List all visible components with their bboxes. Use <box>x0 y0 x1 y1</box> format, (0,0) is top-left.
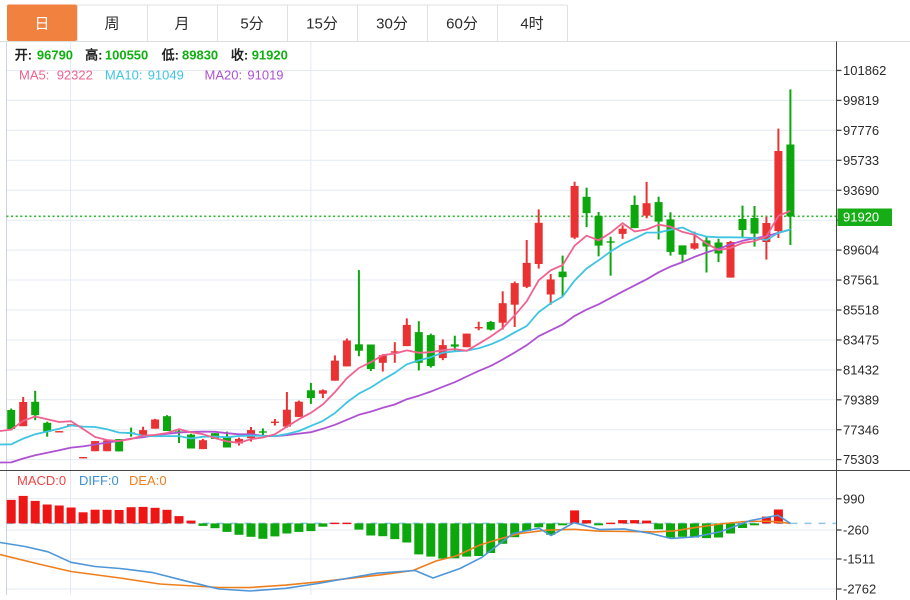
svg-text:91920: 91920 <box>252 48 288 63</box>
svg-text:MA10:: MA10: <box>105 68 143 83</box>
svg-text:89830: 89830 <box>182 48 218 63</box>
svg-text:95733: 95733 <box>843 153 879 168</box>
svg-text:91920: 91920 <box>843 210 879 225</box>
svg-text:4时: 4时 <box>520 16 543 33</box>
svg-text:101862: 101862 <box>843 63 886 78</box>
svg-text:77346: 77346 <box>843 422 879 437</box>
svg-text:MA20:: MA20: <box>205 68 243 83</box>
svg-text:81432: 81432 <box>843 363 879 378</box>
svg-text:87561: 87561 <box>843 273 879 288</box>
svg-text:MA5:: MA5: <box>19 68 49 83</box>
svg-text:5分: 5分 <box>240 16 263 33</box>
svg-text:15分: 15分 <box>306 16 338 33</box>
svg-text:-260: -260 <box>843 523 869 538</box>
svg-text:60分: 60分 <box>446 16 478 33</box>
svg-text:79389: 79389 <box>843 392 879 407</box>
svg-text:97776: 97776 <box>843 123 879 138</box>
svg-text:DIFF:0: DIFF:0 <box>79 473 119 488</box>
svg-text:收:: 收: <box>231 48 248 63</box>
svg-text:99819: 99819 <box>843 93 879 108</box>
svg-text:83475: 83475 <box>843 333 879 348</box>
svg-text:91049: 91049 <box>148 68 184 83</box>
svg-text:开:: 开: <box>15 48 32 63</box>
svg-text:75303: 75303 <box>843 452 879 467</box>
svg-text:30分: 30分 <box>376 16 408 33</box>
svg-text:100550: 100550 <box>105 48 148 63</box>
svg-text:日: 日 <box>34 16 49 33</box>
svg-text:93690: 93690 <box>843 183 879 198</box>
svg-text:89604: 89604 <box>843 243 879 258</box>
svg-text:DEA:0: DEA:0 <box>129 473 167 488</box>
svg-text:月: 月 <box>174 16 189 33</box>
svg-text:高:: 高: <box>85 48 102 63</box>
svg-text:低:: 低: <box>161 48 179 63</box>
svg-text:MACD:0: MACD:0 <box>17 473 66 488</box>
svg-text:92322: 92322 <box>57 68 93 83</box>
svg-text:-1511: -1511 <box>843 552 875 567</box>
svg-text:-2762: -2762 <box>843 582 876 597</box>
svg-text:周: 周 <box>104 16 119 33</box>
svg-text:96790: 96790 <box>37 48 73 63</box>
svg-text:990: 990 <box>843 491 865 506</box>
svg-text:91019: 91019 <box>247 68 283 83</box>
svg-text:85518: 85518 <box>843 303 879 318</box>
